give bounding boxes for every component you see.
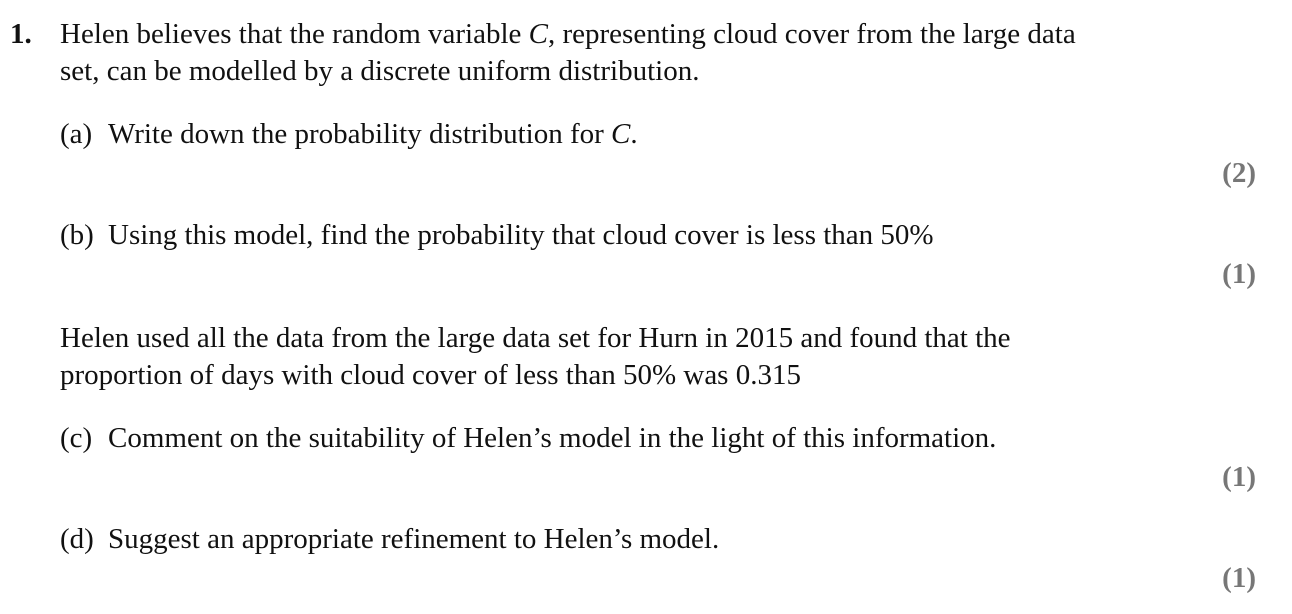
part-a-label: (a) xyxy=(60,118,93,150)
part-d-label: (d) xyxy=(60,523,94,555)
intro-line-2: set, can be modelled by a discrete unifo… xyxy=(60,55,700,87)
part-a-text-end: . xyxy=(630,118,638,150)
part-a-variable: C xyxy=(611,118,631,150)
info-line-2: proportion of days with cloud cover of l… xyxy=(60,359,801,391)
part-c-text: Comment on the suitability of Helen’s mo… xyxy=(108,422,997,454)
part-b-text: Using this model, find the probability t… xyxy=(108,219,934,251)
intro-line-1: Helen believes that the random variable … xyxy=(60,16,1076,52)
info-line-1: Helen used all the data from the large d… xyxy=(60,322,1011,354)
part-b-marks: (1) xyxy=(1222,258,1256,290)
part-d: (d) Suggest an appropriate refinement to … xyxy=(60,521,719,557)
question-number: 1. xyxy=(10,18,32,50)
part-c-label: (c) xyxy=(60,422,93,454)
part-a-marks: (2) xyxy=(1222,157,1256,189)
intro-variable: C xyxy=(528,18,548,50)
part-b-label: (b) xyxy=(60,219,94,251)
part-c-marks: (1) xyxy=(1222,461,1256,493)
part-d-marks: (1) xyxy=(1222,562,1256,594)
intro-text-a: Helen believes that the random variable xyxy=(60,18,529,50)
part-b: (b) Using this model, find the probabilit… xyxy=(60,217,934,253)
part-a: (a) Write down the probability distributi… xyxy=(60,116,638,152)
intro-text-b: , representing cloud cover from the larg… xyxy=(548,18,1076,50)
part-c: (c) Comment on the suitability of Helen’s… xyxy=(60,420,996,456)
part-d-text: Suggest an appropriate refinement to Hel… xyxy=(108,523,720,555)
part-a-text: Write down the probability distribution … xyxy=(108,118,612,150)
